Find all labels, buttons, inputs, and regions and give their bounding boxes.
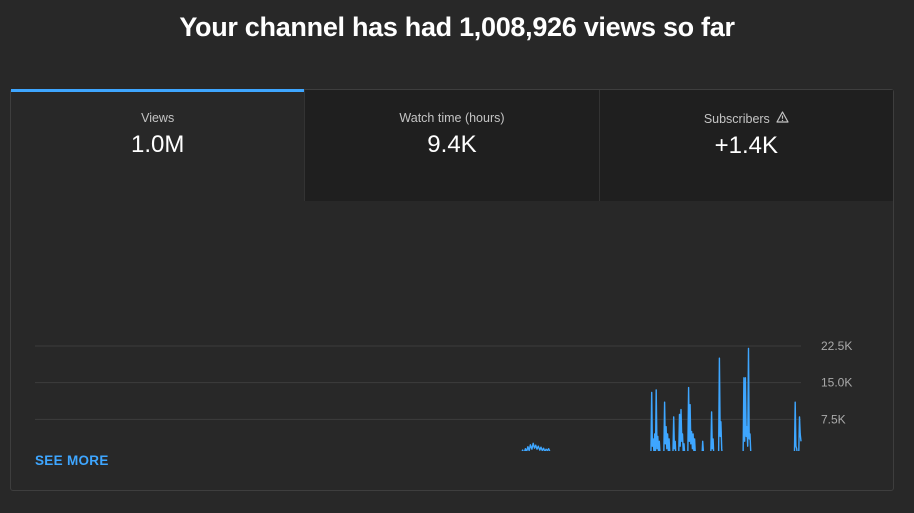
tab-views-value: 1.0M xyxy=(130,131,185,158)
warning-icon[interactable] xyxy=(776,111,789,126)
metric-tabs: Views 1.0M Watch time (hours) 9.4K Subsc… xyxy=(11,89,893,201)
tab-subscribers-value: +1.4K xyxy=(714,132,779,159)
y-tick-label: 15.0K xyxy=(821,376,852,390)
tab-watch-time-label: Watch time (hours) xyxy=(399,111,505,125)
page-title: Your channel has had 1,008,926 views so … xyxy=(179,12,735,42)
tab-subscribers-label-wrap: Subscribers xyxy=(600,111,893,126)
analytics-card: Views 1.0M Watch time (hours) 9.4K Subsc… xyxy=(10,89,894,511)
y-tick-label: 22.5K xyxy=(821,339,852,353)
y-tick-label: 0 xyxy=(821,449,828,451)
tab-watch-time[interactable]: Watch time (hours) 9.4K xyxy=(304,90,599,201)
tab-subscribers-label: Subscribers xyxy=(703,112,770,126)
y-tick-label: 7.5K xyxy=(821,412,846,426)
tab-views[interactable]: Views 1.0M xyxy=(11,89,305,201)
tab-views-label: Views xyxy=(141,111,175,125)
tab-watch-time-value: 9.4K xyxy=(427,131,477,158)
see-more-link[interactable]: SEE MORE xyxy=(35,453,109,468)
series-line xyxy=(35,347,802,457)
tab-subscribers[interactable]: Subscribers +1.4K xyxy=(598,90,893,201)
